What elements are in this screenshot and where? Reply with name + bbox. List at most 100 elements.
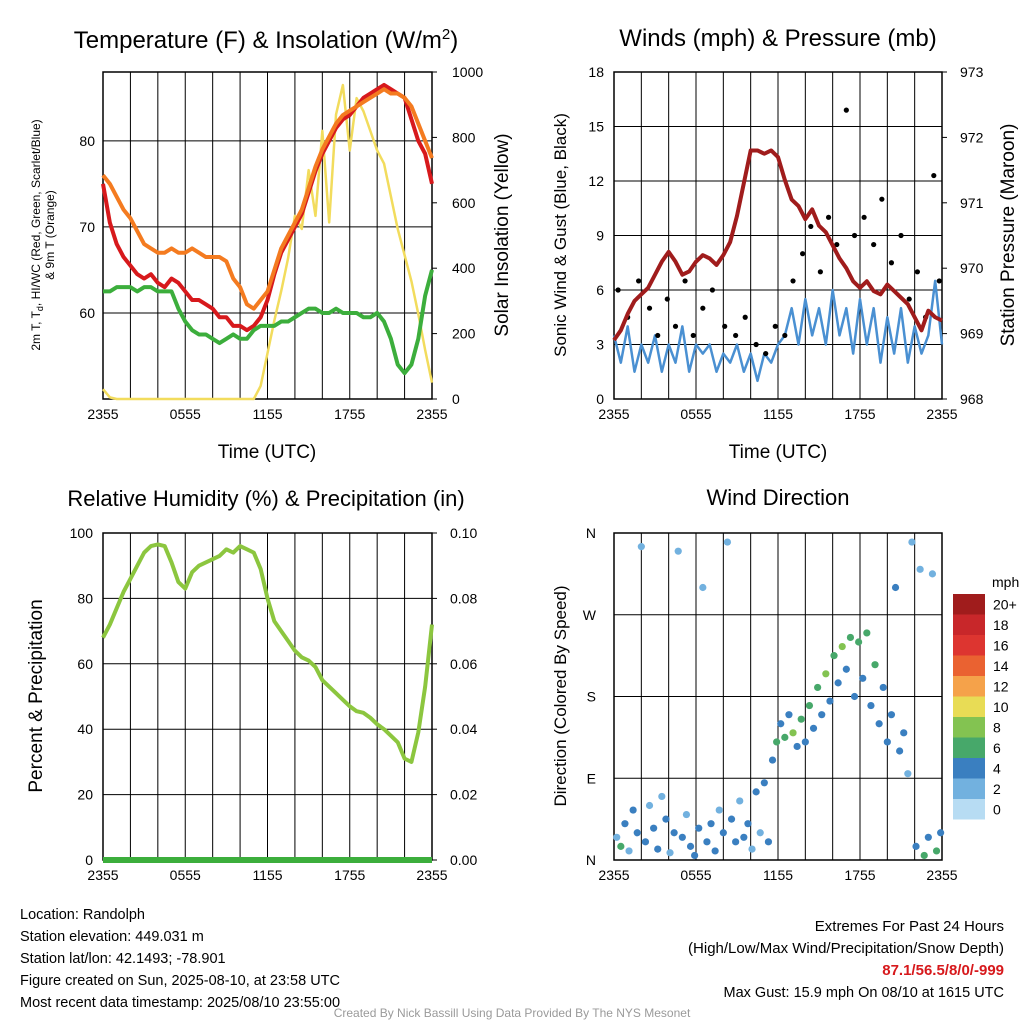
- colorbar-label: 20+: [993, 596, 1017, 612]
- wind-direction-point: [621, 820, 629, 828]
- wind-direction-point: [912, 842, 920, 850]
- x-tick-label: 1755: [334, 867, 365, 883]
- wind-direction-point: [674, 547, 682, 555]
- wind-direction-point: [736, 797, 744, 805]
- wind-direction-point: [654, 845, 662, 853]
- gust-point: [879, 196, 885, 202]
- wind-direction-point: [830, 652, 838, 660]
- y-tick-label: 15: [588, 119, 604, 135]
- chart-1: 2355 0555 1155 1755 235503691215189689699709…: [588, 64, 983, 422]
- gust-point: [664, 296, 670, 302]
- y-tick-label: 0: [596, 391, 604, 407]
- y2-tick-label: 0.04: [450, 721, 477, 737]
- wind-direction-point: [695, 824, 703, 832]
- y2-tick-label: 0.10: [450, 525, 477, 541]
- wind-direction-point: [633, 829, 641, 837]
- wind-direction-point: [904, 770, 912, 778]
- wind-direction-point: [891, 583, 900, 592]
- colorbar-title: mph: [992, 574, 1019, 590]
- gust-point: [888, 260, 895, 266]
- gust-point: [753, 341, 759, 348]
- y2-tick-label: 973: [960, 64, 984, 80]
- wind-direction-point: [793, 742, 801, 751]
- x-tick-label: 0555: [170, 406, 201, 422]
- wind-direction-point: [838, 642, 846, 651]
- wind-direction-point: [629, 806, 637, 814]
- chart-0: 2355 0555 1155 1755 235560708002004006008001…: [79, 64, 483, 422]
- wind-direction-point: [719, 829, 727, 837]
- temperature-x-axis-label: Time (UTC): [218, 442, 317, 463]
- gust-point: [914, 269, 921, 275]
- series-line-2m-t: [101, 82, 434, 333]
- x-tick-label: 2355: [416, 867, 447, 883]
- wind-direction-point: [834, 679, 842, 687]
- x-tick-label: 2355: [87, 406, 118, 422]
- wind-direction-point: [740, 833, 748, 841]
- series-line-insolation: [102, 83, 434, 401]
- wind-direction-point: [650, 824, 658, 832]
- y-tick-label: 9: [596, 228, 604, 244]
- most-recent-data: Most recent data timestamp: 2025/08/10 2…: [20, 995, 341, 1011]
- wind-direction-point: [670, 829, 678, 837]
- wind-direction-point: [711, 847, 719, 855]
- series-line-sonic-wind: [612, 279, 944, 383]
- wind-direction-point: [850, 692, 859, 701]
- winds-panel-title: Winds (mph) & Pressure (mb): [619, 25, 936, 52]
- gust-point: [782, 332, 788, 339]
- wind-direction-point: [814, 683, 822, 692]
- wind-direction-point: [924, 833, 932, 841]
- x-tick-label: 1155: [763, 406, 793, 422]
- wind-direction-point: [801, 738, 809, 746]
- series-line-relative-humidity: [101, 542, 434, 764]
- y-tick-label: 20: [77, 787, 93, 803]
- winds-x-axis-label: Time (UTC): [729, 442, 828, 463]
- wind-direction-point: [682, 810, 691, 819]
- chart-2: 2355 0555 1155 1755 23550204060801000.000.02…: [70, 525, 478, 883]
- wind-direction-point: [863, 629, 871, 637]
- gust-point: [636, 278, 642, 284]
- y-tick-label: 80: [79, 133, 95, 149]
- y-tick-label: 100: [70, 525, 94, 541]
- wind-direction-point: [658, 792, 666, 801]
- gust-point: [733, 332, 739, 339]
- gust-point: [808, 223, 814, 230]
- wind-direction-point: [727, 815, 736, 823]
- winds-left-axis-label: Sonic Wind & Gust (Blue, Black): [551, 113, 570, 357]
- y-tick-label: N: [586, 525, 596, 541]
- wind-direction-point: [699, 583, 707, 592]
- colorbar-label: 0: [993, 801, 1001, 817]
- x-tick-label: 1155: [763, 867, 793, 883]
- temperature-left-axis-label-line2: & 9m T (Orange): [43, 190, 57, 280]
- wind-direction-point: [916, 565, 924, 573]
- temperature-right-axis-label: Solar Insolation (Yellow): [492, 133, 513, 336]
- gust-point: [615, 287, 621, 293]
- figure-created: Figure created on Sun, 2025-08-10, at 23…: [20, 973, 340, 989]
- wind-direction-point: [752, 788, 760, 796]
- x-tick-label: 1755: [334, 406, 365, 422]
- wind-direction-point: [613, 833, 621, 841]
- wind-direction-point: [822, 670, 830, 678]
- wind-direction-point: [645, 801, 654, 810]
- y2-tick-label: 400: [452, 260, 476, 276]
- wind-direction-point: [871, 661, 879, 669]
- station-info: Location: Randolph Station elevation: 44…: [20, 904, 340, 1014]
- wind-direction-point: [875, 720, 883, 728]
- y2-tick-label: 600: [452, 195, 476, 211]
- y-tick-label: 18: [588, 64, 604, 80]
- y2-tick-label: 800: [452, 129, 476, 145]
- wind-direction-point: [896, 747, 904, 755]
- wind-direction-point: [859, 674, 867, 682]
- x-tick-label: 0555: [680, 867, 711, 883]
- colorbar-label: 16: [993, 637, 1009, 653]
- wind-direction-point: [641, 838, 650, 846]
- credit-line: Created By Nick Bassill Using Data Provi…: [333, 1006, 691, 1020]
- wind-direction-point: [846, 633, 855, 642]
- colorbar-swatch: [953, 614, 985, 635]
- gust-point: [861, 214, 867, 220]
- colorbar-label: 14: [993, 658, 1009, 674]
- x-tick-label: 0555: [170, 867, 201, 883]
- x-tick-label: 2355: [416, 406, 447, 422]
- wind-direction-point: [789, 729, 797, 737]
